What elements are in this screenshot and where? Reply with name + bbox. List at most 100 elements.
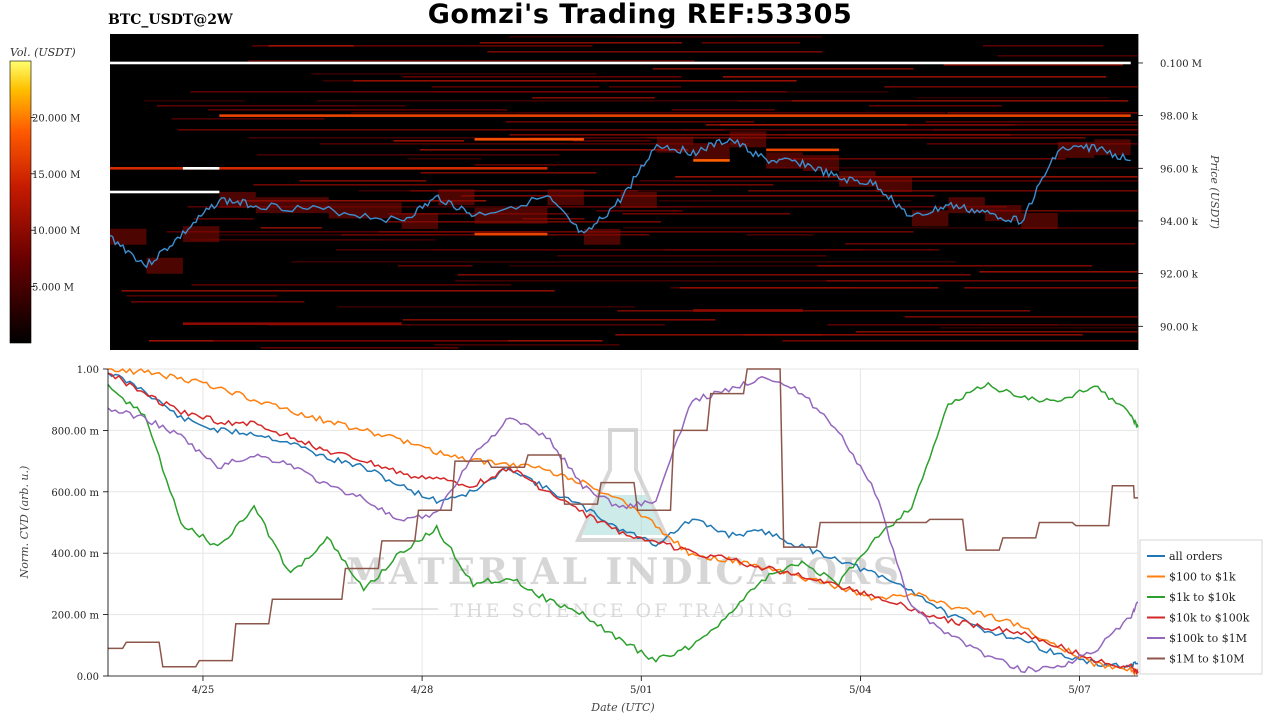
heatmap-row [393,140,465,142]
heatmap-row [190,91,746,93]
price-tick-label: 92.00 k [1160,270,1199,281]
price-liquidity-band [146,257,183,274]
heatmap-row [474,164,647,166]
heatmap-row [319,143,750,145]
legend-label-5: $1M to $10M [1169,653,1245,666]
cvd-x-tick-label: 4/28 [411,685,433,696]
heatmap-row [248,137,648,139]
cvd-line-4 [107,375,1138,674]
legend-label-0: all orders [1169,550,1223,563]
heatmap-row [943,64,1123,66]
heatmap-row [722,76,1107,78]
price-liquidity-band [583,228,621,245]
cvd-y-axis-label: Norm. CVD (arb. u.) [18,466,31,580]
cvd-y-tick-label: 200.00 m [51,611,99,622]
heatmap-row [455,280,911,282]
heatmap-row [701,42,800,44]
heatmap-row [622,213,791,215]
heatmap-row [904,316,1138,318]
order-level-6 [766,148,840,152]
heatmap-row [311,73,597,75]
heatmap-row [663,249,940,251]
cvd-y-axis: 0.00 200.00 m 400.00 m 600.00 m 800.00 m 1.00 [51,365,109,683]
heatmap-row [518,261,957,263]
colorbar-tick-label: 20.000 M [32,113,80,124]
colorbar-label: Vol. (USDT) [10,46,76,59]
heatmap-row [208,109,508,111]
heatmap-row [748,190,1138,192]
heatmap-row [407,158,482,160]
cvd-x-axis: 4/25 4/28 5/01 5/04 5/07 [108,675,1138,696]
heatmap-row [219,234,443,236]
heatmap-row [166,231,542,233]
heatmap-rows [110,36,1138,349]
price-liquidity-band [948,197,985,214]
heatmap-row [615,334,824,336]
order-level-4 [182,167,220,170]
price-liquidity-band [729,131,767,148]
heatmap-row [737,100,1129,102]
order-level-0 [110,61,1131,65]
heatmap-row [827,324,1058,326]
heatmap-row [338,306,636,308]
heatmap-row [556,255,827,257]
watermark: MATERIAL INDICATORS THE SCIENCE OF TRADI… [346,428,899,622]
heatmap-row [177,129,725,131]
price-liquidity-band [255,197,329,214]
heatmap-row [193,218,254,220]
heatmap-row [926,143,1138,145]
heatmap-row [253,184,774,186]
heatmap-row [508,265,844,267]
heatmap-row [947,112,1138,114]
heatmap-row [826,280,1138,282]
heatmap-row [167,105,406,107]
heatmap-row [720,124,1010,126]
heatmap-row [431,86,600,88]
cvd-x-tick-label: 5/04 [849,685,871,696]
heatmap-row [126,295,278,297]
flask-logo [574,428,672,542]
cvd-x-axis-label: Date (UTC) [590,701,654,714]
heatmap-row [680,287,939,289]
heatmap-row [884,86,1138,88]
order-level-1 [219,114,1131,117]
price-liquidity-band [766,152,803,169]
heatmap-row [260,347,459,349]
cvd-series-lines [107,367,1139,676]
colorbar: Vol. (USDT) 20.000 M 15.000 M 10.000 M 5.00… [9,46,80,344]
heatmap-row [782,340,1138,342]
cvd-y-tick-label: 600.00 m [51,488,99,499]
heatmap-row [940,327,1138,329]
heatmap-row [979,271,1138,273]
order-level-8 [474,232,548,236]
cvd-x-tick-label: 5/07 [1068,685,1090,696]
heatmap-row [316,100,793,102]
price-tick-label: 0.100 M [1160,59,1202,70]
cvd-line-2 [107,381,1139,663]
heatmap-row [963,287,1138,289]
heatmap-row [378,231,914,233]
heatmap-row [572,140,651,142]
legend-box [1139,539,1263,675]
heatmap-row [777,158,1066,160]
heatmap-row [191,284,512,286]
price-liquidity-band [875,176,912,193]
price-liquidity-band [1021,212,1058,229]
heatmap-row [402,319,716,321]
heatmap-row [171,118,325,120]
order-level-7 [693,159,730,162]
heatmap-row [213,340,508,342]
cvd-y-tick-label: 800.00 m [51,426,99,437]
heatmap-row [925,121,1138,123]
price-liquidity-band [1094,139,1131,156]
legend: all orders $100 to $1k $1k to $10k $10k to … [1139,539,1263,675]
heatmap-row [617,310,1031,312]
heatmap-row [268,45,354,47]
price-tick-label: 94.00 k [1160,217,1199,228]
heatmap-row [817,265,1092,267]
price-liquidity-band [474,207,548,224]
heatmap-row [143,100,245,102]
heatmap-row [211,239,436,241]
